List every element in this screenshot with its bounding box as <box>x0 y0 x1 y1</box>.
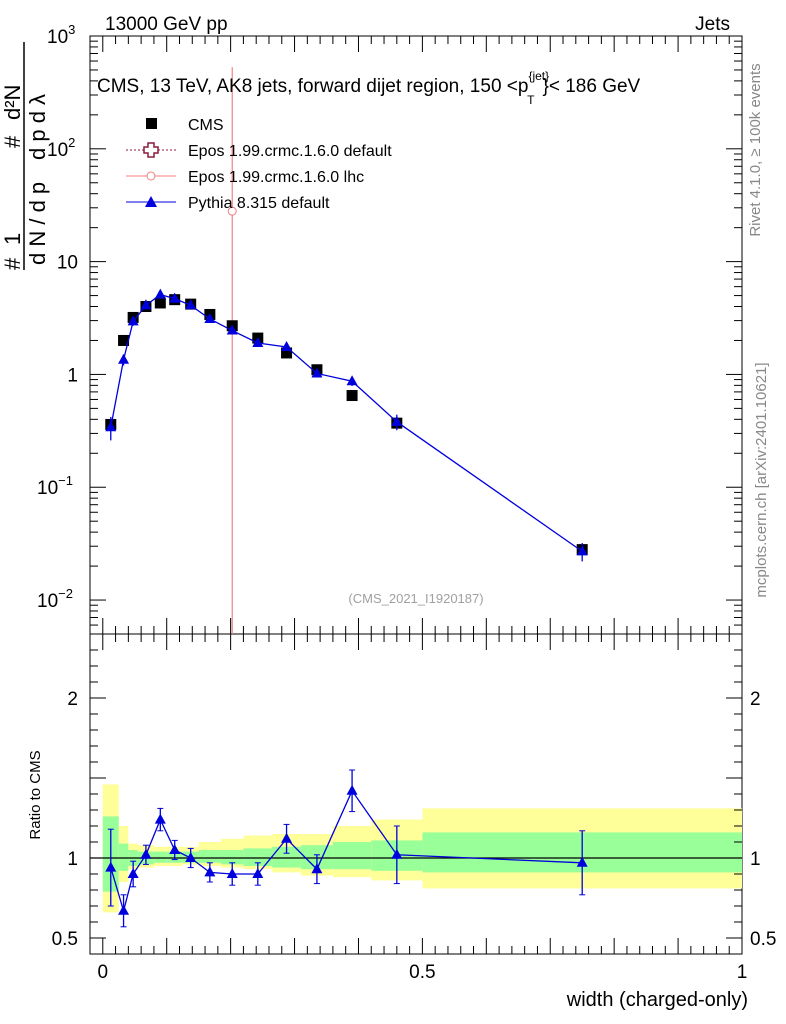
y-tick-label: 102 <box>47 135 75 161</box>
ratio-plot-frame <box>89 633 743 955</box>
ratio-pythia-point <box>169 844 181 854</box>
data-marks <box>105 67 588 928</box>
y-tick-label: 10 <box>57 253 78 274</box>
ylabel-dpt-dlambda: d p d λ <box>25 94 50 160</box>
epos-lhc-point <box>227 206 237 216</box>
analysis-watermark: (CMS_2021_I1920187) <box>348 591 483 606</box>
ratio-pythia-point <box>311 863 323 874</box>
x-tick-label: 0 <box>97 962 108 983</box>
pythia-point <box>105 421 117 432</box>
pythia-point <box>185 299 197 310</box>
x-tick-label: 0.5 <box>409 962 435 983</box>
title-main: CMS, 13 TeV, AK8 jets, forward dijet reg… <box>97 76 528 97</box>
cms-data-point <box>346 390 358 402</box>
cms-data-point <box>118 334 130 346</box>
mcplots-label: mcplots.cern.ch [arXiv:2401.10621] <box>753 362 770 597</box>
main-ylabel: # 1 d N / d p # d²N d p d λ <box>0 42 50 270</box>
legend-marker-epos-lhc <box>146 171 156 181</box>
band-inner <box>198 850 222 863</box>
ratio-y-tick-label-right: 1 <box>750 849 761 870</box>
ratio-y-tick-label-left: 1 <box>67 849 78 870</box>
pythia-point <box>391 415 403 426</box>
ratio-y-tick-label-left: 2 <box>67 689 78 710</box>
ratio-pythia-point <box>105 861 117 872</box>
pythia-point <box>252 336 264 347</box>
pythia-point <box>311 367 323 378</box>
pythia-line <box>110 293 583 552</box>
pythia-point <box>226 324 238 335</box>
title-sup: {jet} <box>528 69 549 83</box>
ratio-uncertainty-bands <box>90 784 742 913</box>
band-inner <box>118 843 129 871</box>
ylabel-denominator: d N / d p <box>25 182 50 265</box>
pythia-point <box>576 545 588 556</box>
y-tick-label: 1 <box>67 365 78 386</box>
x-tick-label: 1 <box>737 962 748 983</box>
title-sub: T <box>527 93 535 107</box>
ratio-pythia-point <box>281 832 293 843</box>
legend-label-epos-default: Epos 1.99.crmc.1.6.0 default <box>188 143 392 160</box>
legend-label-pythia: Pythia 8.315 default <box>188 195 330 212</box>
cms-data-point <box>154 297 166 309</box>
legend: CMS Epos 1.99.crmc.1.6.0 default Epos 1.… <box>126 117 392 212</box>
pythia-point <box>118 353 130 364</box>
title-end: }< 186 GeV <box>543 76 641 97</box>
cms-data-point <box>281 347 293 359</box>
rivet-version-label: Rivet 4.1.0, ≥ 100k events <box>747 63 764 236</box>
y-tick-label: 10−2 <box>37 586 73 612</box>
legend-marker-epos-default <box>143 142 159 158</box>
y-tick-label: 103 <box>47 22 75 48</box>
ratio-pythia-point <box>204 866 216 877</box>
ratio-pythia-point <box>154 813 166 824</box>
ratio-pythia-point <box>391 848 403 859</box>
ratio-pythia-point <box>140 848 152 859</box>
pythia-point <box>154 288 166 299</box>
pythia-point <box>169 292 181 303</box>
ylabel-hash-left: # <box>0 257 25 270</box>
band-inner <box>153 851 167 863</box>
ylabel-numerator: d²N <box>0 85 25 120</box>
ratio-pythia-point <box>576 856 588 867</box>
legend-label-epos-lhc: Epos 1.99.crmc.1.6.0 lhc <box>188 169 364 186</box>
pythia-point <box>346 375 358 386</box>
pythia-point <box>140 299 152 310</box>
ratio-y-tick-label-right: 2 <box>750 689 761 710</box>
band-inner <box>272 846 301 868</box>
legend-label-cms: CMS <box>188 117 224 134</box>
band-inner <box>332 842 372 870</box>
pythia-point <box>127 315 139 326</box>
ratio-y-tick-label-left: 0.5 <box>52 929 78 950</box>
ratio-pythia-point <box>185 852 197 862</box>
ratio-pythia-point <box>226 868 238 878</box>
ratio-ylabel: Ratio to CMS <box>27 750 44 839</box>
band-inner <box>243 848 273 866</box>
ratio-y-tick-label-right: 0.5 <box>750 929 776 950</box>
ratio-pythia-point <box>252 868 264 878</box>
ratio-pythia-point <box>118 904 130 915</box>
y-tick-label: 10−1 <box>37 473 73 499</box>
plot-title: CMS, 13 TeV, AK8 jets, forward dijet reg… <box>97 69 641 107</box>
ratio-pythia-point <box>127 868 139 878</box>
header-right-label: Jets <box>695 14 730 35</box>
pythia-point <box>281 341 293 352</box>
legend-marker-pythia <box>145 196 157 207</box>
header-left-label: 13000 GeV pp <box>105 14 228 35</box>
ylabel-hash-right: # <box>0 135 25 148</box>
pythia-point <box>204 312 216 323</box>
ratio-pythia-point <box>346 784 358 795</box>
ratio-xlabel: width (charged-only) <box>566 989 748 1011</box>
ylabel-fraction-1: 1 <box>0 233 25 245</box>
band-inner <box>221 850 244 865</box>
legend-marker-cms <box>146 118 157 129</box>
